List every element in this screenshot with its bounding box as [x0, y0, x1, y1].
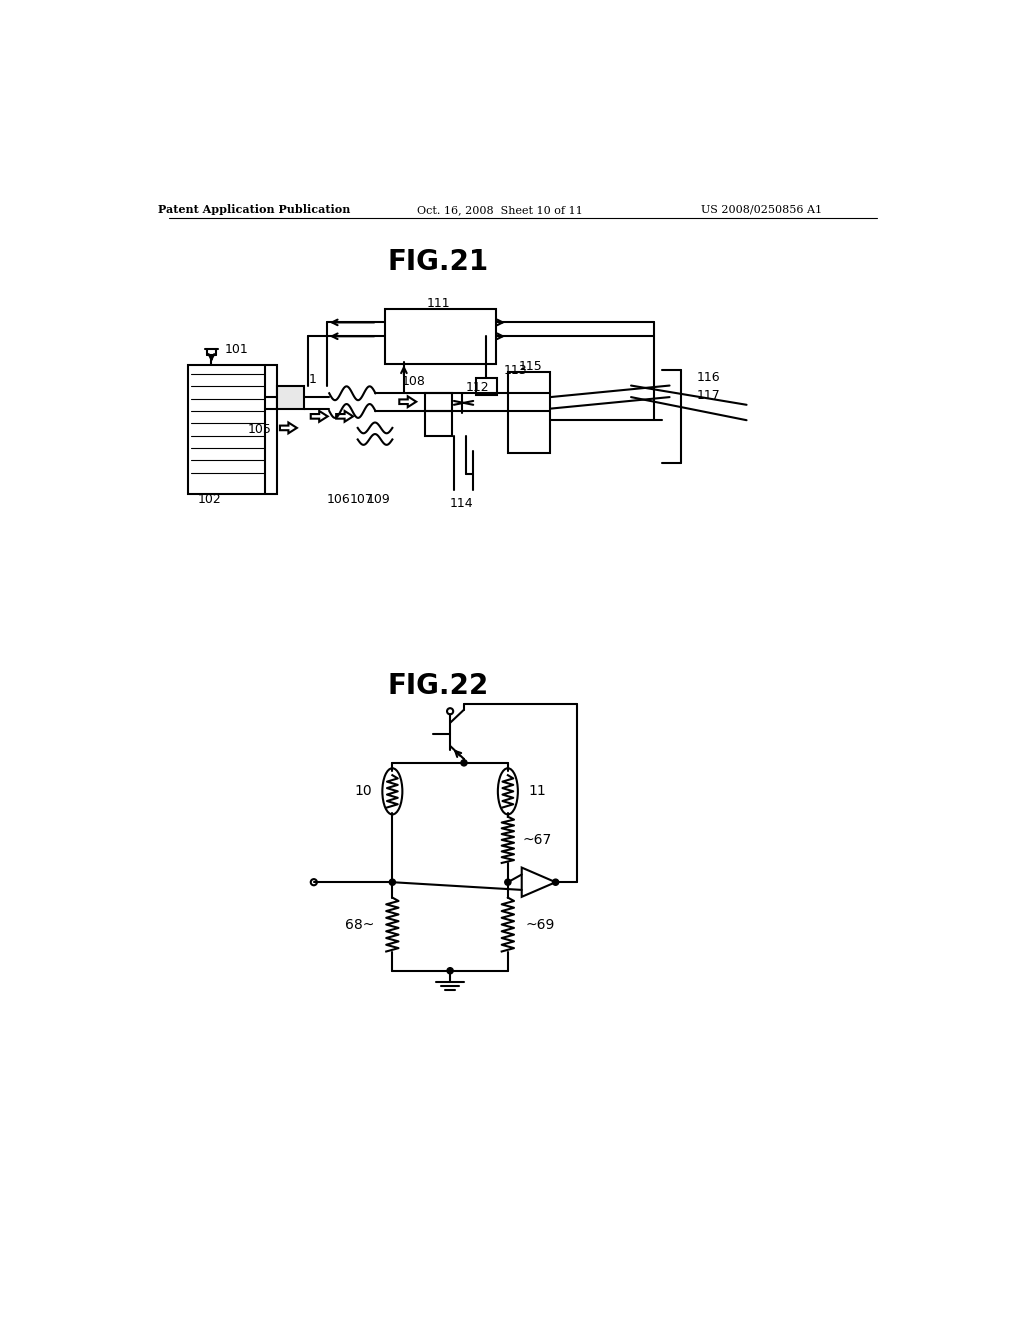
- Text: FIG.22: FIG.22: [388, 672, 489, 700]
- Polygon shape: [521, 867, 556, 896]
- Bar: [276, 385, 304, 409]
- Circle shape: [389, 879, 395, 886]
- Text: 117: 117: [696, 389, 720, 403]
- Polygon shape: [399, 396, 416, 407]
- Bar: [508, 372, 550, 453]
- Circle shape: [553, 879, 559, 886]
- Polygon shape: [336, 411, 353, 422]
- Text: 108: 108: [402, 375, 426, 388]
- Text: 113: 113: [504, 364, 527, 378]
- Ellipse shape: [498, 768, 518, 814]
- Text: 116: 116: [696, 371, 720, 384]
- Polygon shape: [280, 422, 297, 433]
- Text: 105: 105: [248, 422, 271, 436]
- Text: 68~: 68~: [345, 917, 375, 932]
- Text: US 2008/0250856 A1: US 2008/0250856 A1: [701, 205, 822, 215]
- Text: 101: 101: [225, 343, 249, 356]
- Text: 107: 107: [349, 492, 374, 506]
- Bar: [188, 364, 276, 494]
- Text: 10: 10: [354, 784, 372, 799]
- Text: ~67: ~67: [522, 833, 552, 847]
- Text: 109: 109: [367, 492, 390, 506]
- Text: 102: 102: [198, 492, 221, 506]
- Text: 111: 111: [427, 297, 451, 310]
- Text: FIG.21: FIG.21: [388, 248, 489, 276]
- Circle shape: [447, 968, 454, 974]
- Ellipse shape: [382, 768, 402, 814]
- Polygon shape: [310, 411, 328, 422]
- Bar: [425, 393, 452, 436]
- Bar: [385, 309, 497, 364]
- Text: 106: 106: [327, 492, 350, 506]
- Bar: [475, 378, 497, 395]
- Text: Oct. 16, 2008  Sheet 10 of 11: Oct. 16, 2008 Sheet 10 of 11: [418, 205, 583, 215]
- Text: 11: 11: [528, 784, 546, 799]
- Circle shape: [505, 879, 511, 886]
- Text: 115: 115: [519, 360, 543, 372]
- Text: 114: 114: [450, 496, 473, 510]
- Text: ~69: ~69: [525, 917, 555, 932]
- Circle shape: [461, 760, 467, 766]
- Text: Patent Application Publication: Patent Application Publication: [158, 205, 350, 215]
- Text: 1: 1: [309, 372, 317, 385]
- Text: 112: 112: [465, 381, 488, 395]
